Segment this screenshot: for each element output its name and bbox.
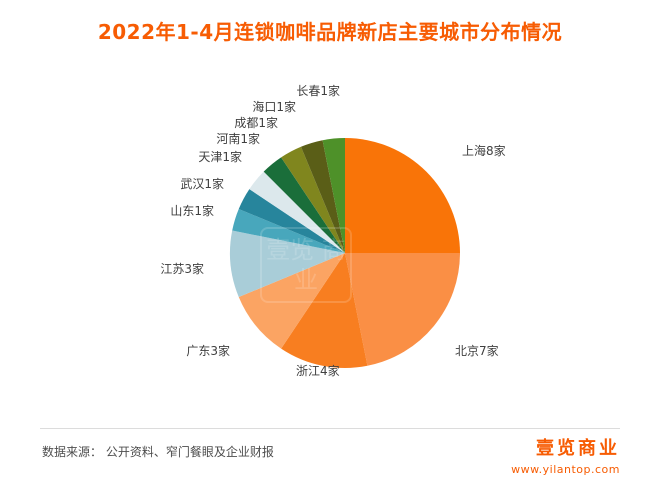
pie-label-beijing: 北京7家 <box>455 343 499 358</box>
pie-label-wuhan: 武汉1家 <box>180 176 224 191</box>
pie-slice-jiangsu <box>229 230 345 298</box>
pie-label-tianjin: 天津1家 <box>198 149 242 164</box>
pie-slice-tianjin <box>249 171 345 253</box>
pie-slice-haikou <box>300 140 345 253</box>
pie-label-chengdu: 成都1家 <box>234 115 278 130</box>
page-title: 2022年1-4月连锁咖啡品牌新店主要城市分布情况 <box>97 20 563 44</box>
brand-logo-text: 壹览商业 <box>536 438 620 459</box>
pie-slice-shanghai <box>345 138 460 253</box>
pie-slice-chengdu <box>281 146 345 253</box>
brand-block: 壹览商业 www.yilantop.com <box>511 434 620 476</box>
pie-chart: 上海8家北京7家浙江4家 广东3家 江苏3家 山东1家 武汉1家 天津1家 河南1家 成都1家… <box>0 75 660 415</box>
pie-label-shandong: 山东1家 <box>170 203 214 218</box>
pie-label-jiangsu: 江苏3家 <box>160 261 204 276</box>
pie-label-henan: 河南1家 <box>216 131 260 146</box>
pie-slice-henan <box>263 157 345 253</box>
data-source-label: 数据来源： <box>42 445 103 459</box>
pie-slice-changchun <box>322 138 345 253</box>
data-source-text: 公开资料、窄门餐眼及企业财报 <box>102 445 274 459</box>
brand-website: www.yilantop.com <box>511 463 620 476</box>
footer-divider <box>40 428 620 429</box>
pie-label-haikou: 海口1家 <box>252 99 296 114</box>
pie-label-changchun: 长春1家 <box>296 83 340 98</box>
pie-slice-wuhan <box>238 189 345 253</box>
pie-label-guangdong: 广东3家 <box>186 343 230 358</box>
pie-label-zhejiang: 浙江4家 <box>296 363 340 378</box>
pie-slice-guangdong <box>238 253 345 349</box>
pie-slice-beijing <box>345 253 460 366</box>
pie-slice-shandong <box>232 208 345 253</box>
pie-slice-zhejiang <box>281 253 368 369</box>
pie-label-shanghai: 上海8家 <box>462 143 506 158</box>
data-source: 数据来源： 公开资料、窄门餐眼及企业财报 <box>42 443 274 460</box>
